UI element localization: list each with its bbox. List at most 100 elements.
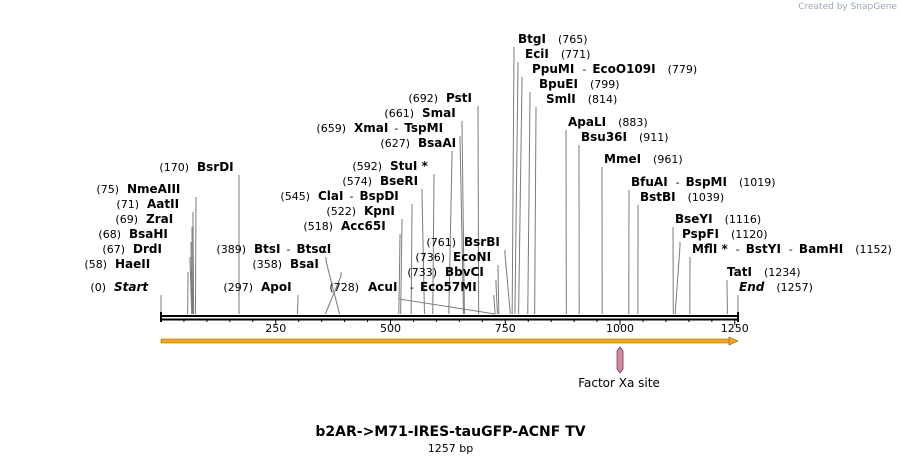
site-bsu36i[interactable]: Bsu36I (911) bbox=[581, 130, 669, 144]
site-smli[interactable]: SmlI (814) bbox=[546, 92, 617, 106]
factor-xa-site-marker[interactable] bbox=[616, 346, 624, 374]
site-name-bseri[interactable]: BseRI bbox=[380, 174, 418, 188]
site-smai[interactable]: SmaI (661) bbox=[384, 106, 455, 120]
site-tati[interactable]: TatI (1234) bbox=[727, 265, 801, 279]
site-name-drdi[interactable]: DrdI bbox=[133, 242, 162, 256]
site-pos-stui: (592) bbox=[352, 160, 382, 173]
site-acc65i[interactable]: Acc65I (518) bbox=[303, 219, 385, 233]
site-dash-eco57mi: - bbox=[410, 281, 414, 294]
site-line-pspfi bbox=[674, 242, 681, 315]
site-ecii[interactable]: EciI (771) bbox=[525, 47, 590, 61]
site-name-zrai[interactable]: ZraI bbox=[146, 212, 173, 226]
site-name-bstbi[interactable]: BstBI bbox=[640, 190, 676, 204]
orf-arrow-head bbox=[728, 336, 739, 346]
site-kpni[interactable]: KpnI (522) bbox=[326, 204, 395, 218]
site-bsrbi[interactable]: BsrBI (761) bbox=[426, 235, 499, 249]
site-econi[interactable]: EcoNI (736) bbox=[415, 250, 491, 264]
site-name-aatii[interactable]: AatII bbox=[147, 197, 179, 211]
site-name-tati[interactable]: TatI bbox=[727, 265, 752, 279]
site-name-clai[interactable]: ClaI bbox=[318, 189, 343, 203]
site-drdi[interactable]: DrdI (67) bbox=[102, 242, 162, 256]
site-name-acui[interactable]: AcuI bbox=[368, 280, 397, 294]
site-pspfi[interactable]: PspFI (1120) bbox=[682, 227, 768, 241]
site-bseyi[interactable]: BseYI (1116) bbox=[675, 212, 761, 226]
site-name-bsrbi[interactable]: BsrBI bbox=[464, 235, 500, 249]
site-btsi[interactable]: BtsI - BtsαI (389) bbox=[216, 242, 331, 256]
site-name-mfli[interactable]: MflI * bbox=[692, 242, 728, 256]
site-bsaai[interactable]: BsaAI (627) bbox=[380, 136, 456, 150]
site-name-bsu36i[interactable]: Bsu36I bbox=[581, 130, 627, 144]
site-name-psti[interactable]: PstI bbox=[446, 91, 472, 105]
site-name-stui[interactable]: StuI * bbox=[390, 159, 429, 173]
site-aatii[interactable]: AatII (71) bbox=[116, 197, 179, 211]
site-apoi[interactable]: ApoI (297) bbox=[223, 280, 291, 294]
site-name2-xmai[interactable]: TspMI bbox=[404, 121, 443, 135]
site-name3-mfli[interactable]: BamHI bbox=[799, 242, 843, 256]
site-name-bsrdi[interactable]: BsrDI bbox=[197, 160, 234, 174]
site-bseri[interactable]: BseRI (574) bbox=[342, 174, 418, 188]
site-btgi[interactable]: BtgI (765) bbox=[518, 32, 588, 46]
site-name-acc65i[interactable]: Acc65I bbox=[341, 219, 386, 233]
sequence-backbone bbox=[160, 312, 739, 322]
site-name-smai[interactable]: SmaI bbox=[422, 106, 456, 120]
site-name-bseyi[interactable]: BseYI bbox=[675, 212, 713, 226]
site-bsai[interactable]: BsaI (358) bbox=[252, 257, 318, 271]
site-name-btgi[interactable]: BtgI bbox=[518, 32, 546, 46]
site-xmai[interactable]: XmaI - TspMI (659) bbox=[316, 121, 443, 135]
site-bsahi[interactable]: BsaHI (68) bbox=[98, 227, 168, 241]
site-name-start[interactable]: Start bbox=[114, 280, 149, 294]
site-stui[interactable]: StuI * (592) bbox=[352, 159, 428, 173]
site-line-bsai bbox=[324, 272, 342, 315]
site-bfuai[interactable]: BfuAI - BspMI (1019) bbox=[631, 175, 776, 189]
site-start[interactable]: Start (0) bbox=[90, 280, 149, 294]
site-ppumi[interactable]: PpuMI - EcoO109I (779) bbox=[532, 62, 697, 76]
site-name2-mfli[interactable]: BstYI bbox=[746, 242, 781, 256]
site-bpuei[interactable]: BpuEI (799) bbox=[539, 77, 620, 91]
site-clai[interactable]: ClaI - BspDI (545) bbox=[280, 189, 398, 203]
site-acui[interactable]: AcuI (728) bbox=[329, 280, 397, 294]
site-name-bsai[interactable]: BsaI bbox=[290, 257, 319, 271]
site-bsrdi[interactable]: BsrDI (170) bbox=[159, 160, 233, 174]
site-name-pspfi[interactable]: PspFI bbox=[682, 227, 719, 241]
site-name2-ppumi[interactable]: EcoO109I bbox=[592, 62, 655, 76]
site-end[interactable]: End (1257) bbox=[739, 280, 813, 294]
site-pos-apoi: (297) bbox=[223, 281, 253, 294]
site-line-bbvci bbox=[495, 280, 498, 315]
site-name-bfuai[interactable]: BfuAI bbox=[631, 175, 668, 189]
site-name-bsahi[interactable]: BsaHI bbox=[129, 227, 168, 241]
site-name-haeii[interactable]: HaeII bbox=[115, 257, 150, 271]
site-name-ppumi[interactable]: PpuMI bbox=[532, 62, 574, 76]
site-name-end[interactable]: End bbox=[739, 280, 765, 294]
site-haeii[interactable]: HaeII (58) bbox=[84, 257, 150, 271]
site-name-bpuei[interactable]: BpuEI bbox=[539, 77, 578, 91]
site-name-apali[interactable]: ApaLI bbox=[568, 115, 606, 129]
site-name-econi[interactable]: EcoNI bbox=[453, 250, 491, 264]
site-mfli[interactable]: MflI * - BstYI - BamHI (1152) bbox=[692, 242, 892, 256]
site-psti[interactable]: PstI (692) bbox=[408, 91, 472, 105]
site-bstbi[interactable]: BstBI (1039) bbox=[640, 190, 724, 204]
site-name-apoi[interactable]: ApoI bbox=[261, 280, 292, 294]
site-mmei[interactable]: MmeI (961) bbox=[604, 152, 683, 166]
site-name2-bfuai[interactable]: BspMI bbox=[686, 175, 727, 189]
site-apali[interactable]: ApaLI (883) bbox=[568, 115, 648, 129]
site-nmeaiii[interactable]: NmeAIII (75) bbox=[96, 182, 180, 196]
site-name-mmei[interactable]: MmeI bbox=[604, 152, 641, 166]
site-zrai[interactable]: ZraI (69) bbox=[115, 212, 173, 226]
site-name-smli[interactable]: SmlI bbox=[546, 92, 576, 106]
site-name-nmeaiii[interactable]: NmeAIII bbox=[127, 182, 180, 196]
site-pos-bsu36i: (911) bbox=[639, 131, 669, 144]
ruler-layer: 250 500 750 1000 1250 bbox=[183, 319, 749, 335]
site-pos-tati: (1234) bbox=[764, 266, 801, 279]
site-name2-btsi[interactable]: BtsαI bbox=[296, 242, 331, 256]
site-pos-acui: (728) bbox=[329, 281, 359, 294]
site-name2-clai[interactable]: BspDI bbox=[359, 189, 398, 203]
site-name-btsi[interactable]: BtsI bbox=[254, 242, 281, 256]
site-name-ecii[interactable]: EciI bbox=[525, 47, 549, 61]
site-name-bsaai[interactable]: BsaAI bbox=[418, 136, 456, 150]
site-name-kpni[interactable]: KpnI bbox=[364, 204, 395, 218]
site-name-xmai[interactable]: XmaI bbox=[354, 121, 388, 135]
site-eco57mi[interactable]: - Eco57MI bbox=[410, 280, 477, 294]
site-bbvci[interactable]: BbvCI (733) bbox=[407, 265, 483, 279]
site-name-eco57mi[interactable]: Eco57MI bbox=[420, 280, 477, 294]
site-name-bbvci[interactable]: BbvCI bbox=[445, 265, 484, 279]
